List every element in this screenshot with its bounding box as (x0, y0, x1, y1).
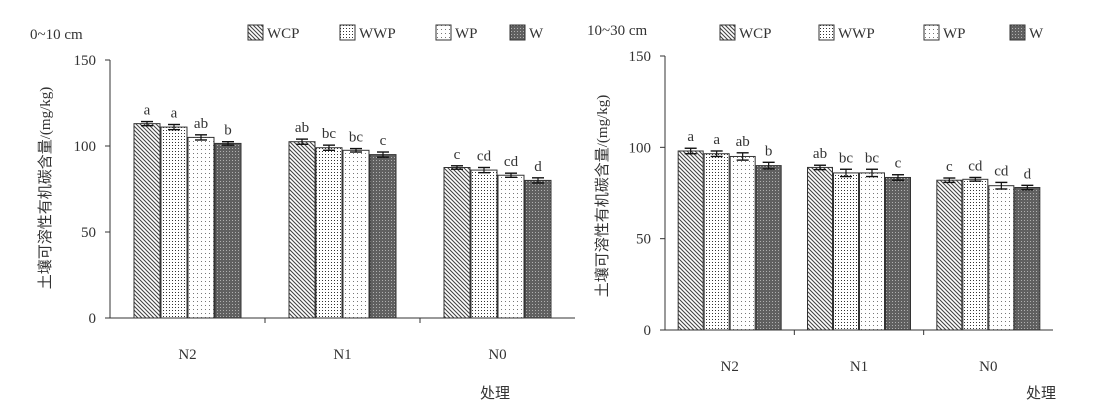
legend-label-W: W (1029, 26, 1044, 42)
legend-label-WWP: WWP (838, 26, 875, 42)
significance-letter: a (713, 132, 720, 148)
y-tick-label: 0 (89, 311, 97, 327)
significance-letter: cd (994, 163, 1009, 179)
y-tick-label: 50 (636, 232, 651, 248)
significance-letter: b (224, 123, 232, 139)
significance-letter: a (687, 129, 694, 145)
bar-WP-N2 (187, 136, 215, 319)
legend-swatch-WCP (719, 24, 736, 41)
legend-swatch-W (1009, 24, 1026, 41)
bar-WCP-N0 (936, 179, 963, 331)
bar-W-N1 (369, 154, 397, 319)
legend-swatch-WWP (339, 24, 356, 41)
significance-letter: c (946, 159, 953, 175)
x-tick-label: N2 (178, 347, 196, 363)
y-axis-label: 土壤可溶性有机碳含量/(mg/kg) (593, 95, 611, 298)
bar-WWP-N2 (703, 153, 730, 331)
bar-W-N2 (214, 142, 242, 319)
legend-label-WCP: WCP (267, 26, 300, 42)
significance-letter: a (144, 103, 151, 119)
bar-WP-N0 (497, 174, 525, 319)
legend-10-30cm: WCP WWP WP W (719, 24, 1044, 42)
legend-label-WWP: WWP (359, 26, 396, 42)
x-tick-label: N2 (720, 359, 738, 375)
x-tick-label: N1 (333, 347, 351, 363)
bar-WCP-N1 (807, 166, 833, 331)
y-axis-label: 土壤可溶性有机碳含量/(mg/kg) (36, 87, 54, 290)
significance-letter: b (765, 143, 773, 159)
bar-WCP-N2 (133, 123, 161, 319)
significance-letter: c (380, 133, 387, 149)
x-tick-label: N0 (979, 359, 997, 375)
significance-letter: cd (968, 158, 983, 174)
significance-letter: c (454, 147, 461, 163)
y-tick-label: 150 (629, 49, 652, 65)
legend-label-W: W (529, 26, 544, 42)
x-axis-label: 处理 (1026, 385, 1056, 402)
significance-letter: bc (839, 150, 854, 166)
chart-panel-0-10cm: 0~10 cm 土壤可溶性有机碳含量/(mg/kg) 处理 0 50 100 150 N… (30, 24, 575, 402)
significance-letter: ab (194, 116, 208, 132)
bar-WWP-N0 (962, 178, 989, 331)
significance-letter: c (895, 156, 902, 172)
x-axis-label: 处理 (480, 385, 510, 402)
bar-WWP-N1 (315, 147, 343, 319)
legend-swatch-WP (923, 24, 940, 41)
bar-WP-N1 (342, 149, 370, 319)
y-tick-label: 150 (74, 53, 97, 69)
legend-swatch-WP (435, 24, 452, 41)
panel-title: 0~10 cm (30, 27, 83, 43)
bar-WP-N0 (988, 185, 1015, 331)
bar-WCP-N1 (288, 141, 316, 319)
significance-letter: bc (865, 150, 880, 166)
significance-letter: d (1024, 166, 1032, 182)
bar-W-N2 (755, 165, 782, 331)
bar-WCP-N2 (677, 150, 704, 331)
x-tick-label: N1 (850, 359, 868, 375)
significance-letter: cd (477, 149, 492, 165)
significance-letter: a (171, 106, 178, 122)
bar-WP-N2 (729, 155, 756, 331)
bar-WP-N1 (859, 172, 885, 331)
significance-letter: ab (813, 146, 827, 162)
significance-letter: ab (736, 134, 750, 150)
panel-title: 10~30 cm (587, 23, 648, 39)
bar-W-N1 (885, 176, 911, 331)
legend-0-10cm: WCP WWP WP W (247, 24, 544, 42)
legend-label-WP: WP (943, 26, 966, 42)
y-tick-label: 0 (644, 323, 652, 339)
bar-WWP-N1 (833, 172, 859, 331)
legend-label-WP: WP (455, 26, 478, 42)
y-tick-label: 100 (74, 139, 97, 155)
bar-W-N0 (524, 179, 552, 319)
legend-swatch-WCP (247, 24, 264, 41)
legend-swatch-WWP (818, 24, 835, 41)
bar-WWP-N2 (160, 126, 188, 319)
bar-WWP-N0 (470, 169, 498, 319)
y-tick-label: 50 (81, 225, 96, 241)
legend-label-WCP: WCP (739, 26, 772, 42)
legend-swatch-W (509, 24, 526, 41)
bar-W-N0 (1014, 187, 1041, 331)
significance-letter: bc (322, 126, 337, 142)
significance-letter: cd (504, 154, 519, 170)
significance-letter: d (534, 159, 542, 175)
x-tick-label: N0 (488, 347, 506, 363)
bar-WCP-N0 (443, 167, 471, 319)
significance-letter: bc (349, 130, 364, 146)
y-tick-label: 100 (629, 140, 652, 156)
significance-letter: ab (295, 120, 309, 136)
chart-panel-10-30cm: 10~30 cm 土壤可溶性有机碳含量/(mg/kg) 处理 0 50 100 150… (587, 23, 1056, 402)
